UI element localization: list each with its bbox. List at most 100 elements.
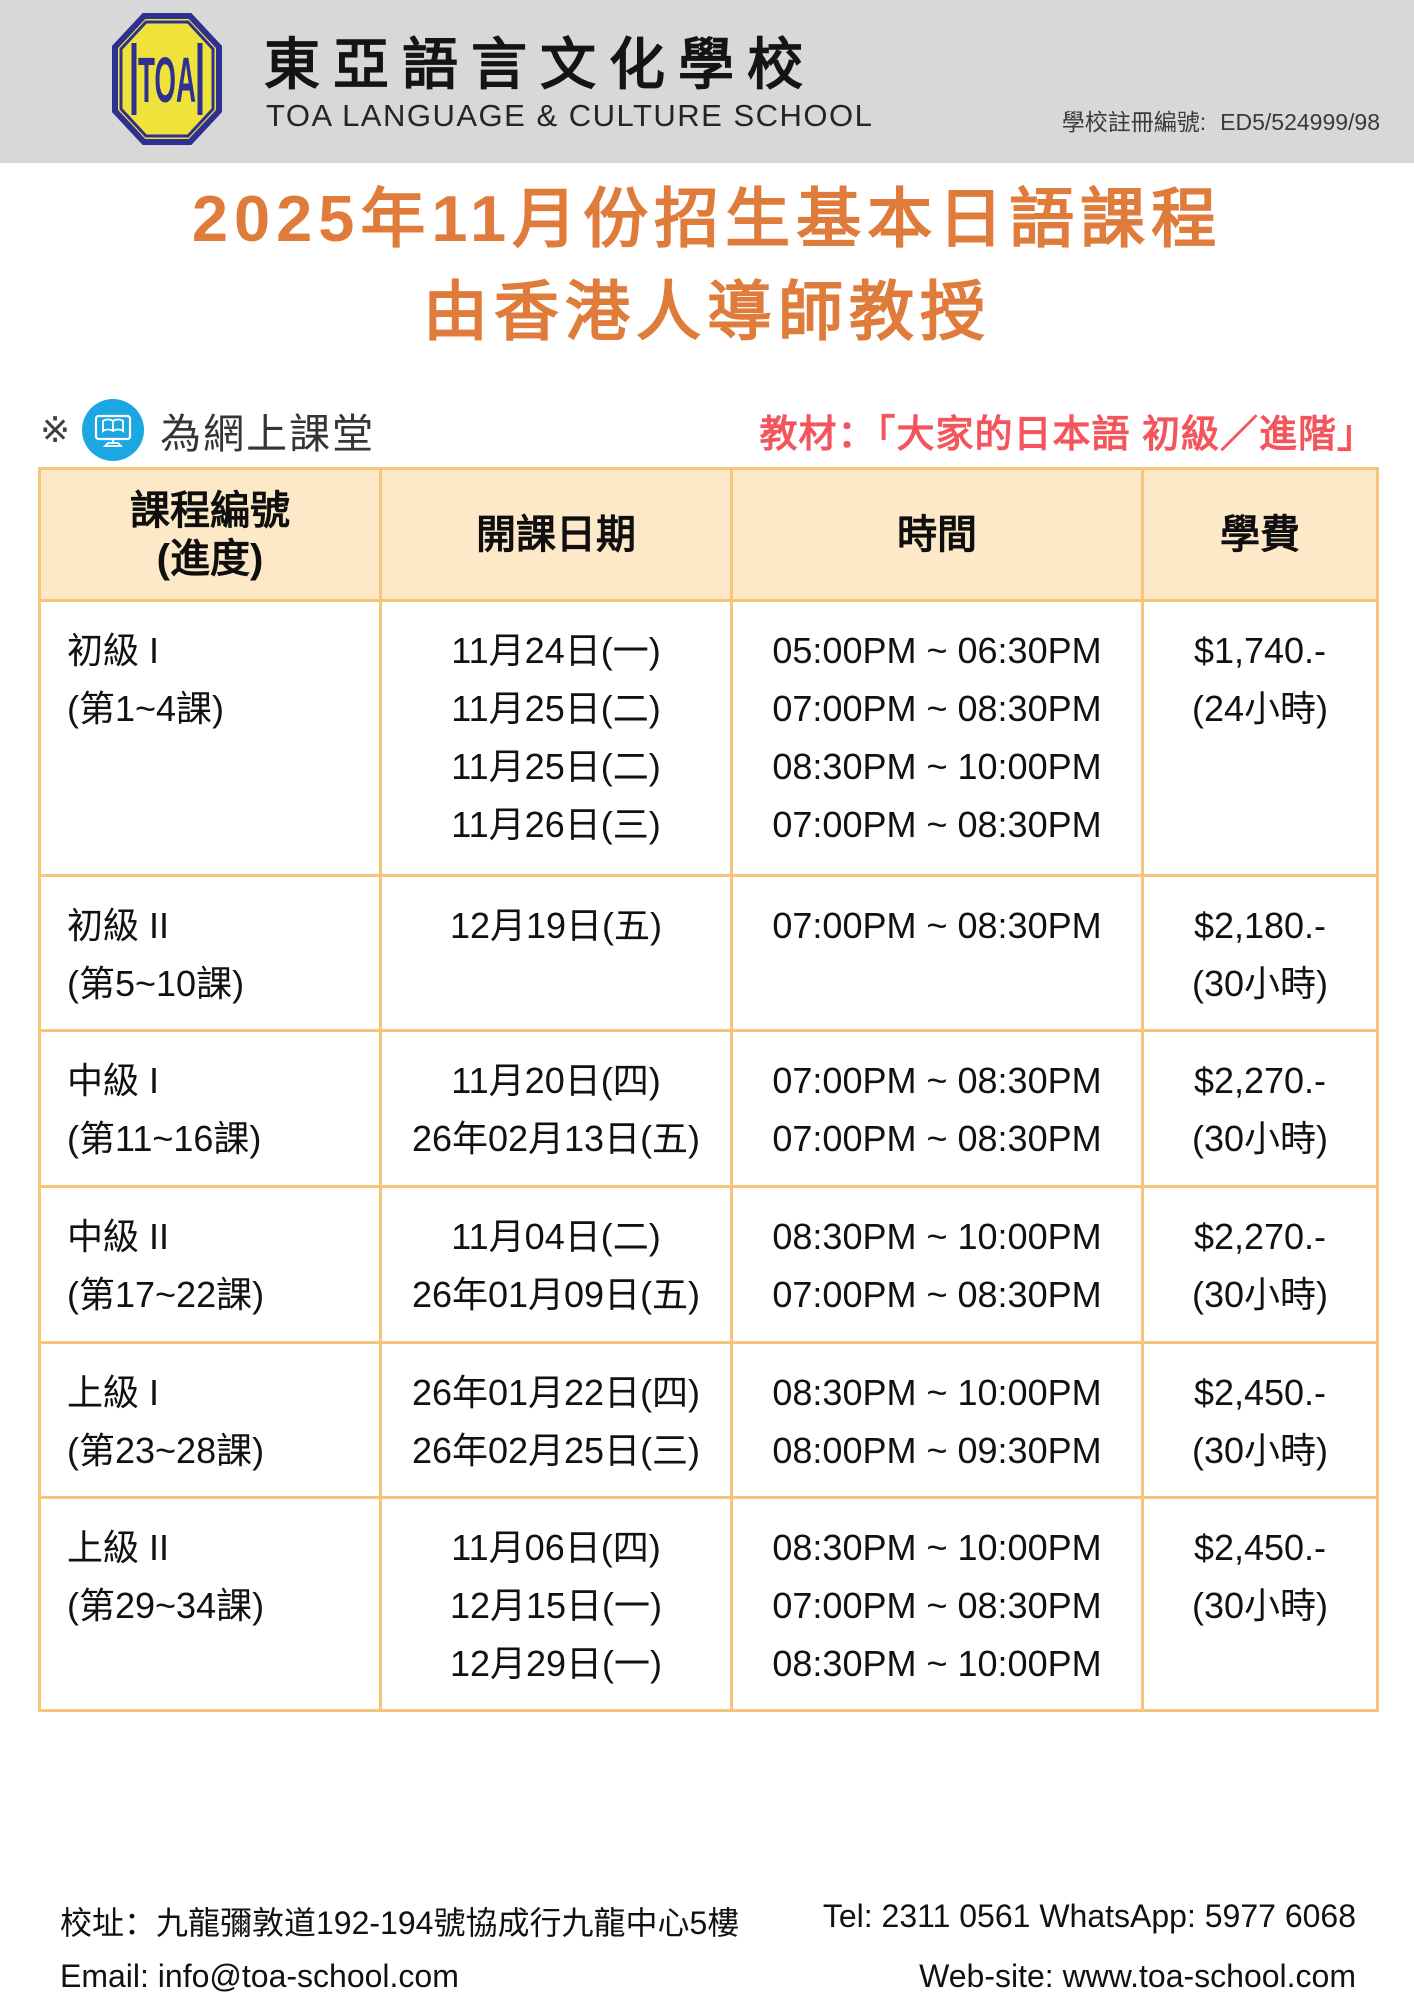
dates-cell: 12月19日(五) xyxy=(379,874,733,1032)
school-email: Email: info@toa-school.com xyxy=(60,1958,459,1994)
time-line: 07:00PM ~ 08:30PM xyxy=(772,1585,1102,1626)
course-lessons: (第11~16課) xyxy=(67,1118,262,1159)
time-line: 08:30PM ~ 10:00PM xyxy=(772,1643,1102,1684)
time-line: 07:00PM ~ 08:30PM xyxy=(772,1118,1102,1159)
course-name: 上級 I xyxy=(67,1372,160,1413)
fee-cell: $1,740.- (24小時) xyxy=(1141,599,1379,877)
course-cell: 上級 I (第23~28課) xyxy=(38,1341,382,1499)
course-table: 課程編號 (進度) 開課日期 時間 學費 初級 I (第1~4課) 11月24日… xyxy=(38,467,1379,1712)
fee-hours: (30小時) xyxy=(1191,1118,1329,1159)
logo-text: TOA xyxy=(138,44,196,116)
time-line: 08:00PM ~ 09:30PM xyxy=(772,1430,1102,1471)
date-line: 26年02月13日(五) xyxy=(411,1118,701,1159)
fee-amount: $1,740.- xyxy=(1193,630,1327,671)
dates-cell: 11月04日(二) 26年01月09日(五) xyxy=(379,1185,733,1344)
dates-cell: 11月20日(四) 26年02月13日(五) xyxy=(379,1029,733,1188)
times-cell: 05:00PM ~ 06:30PM 07:00PM ~ 08:30PM 08:3… xyxy=(730,599,1144,877)
poster-title: 2025年11月份招生基本日語課程 由香港人導師教授 xyxy=(0,172,1414,358)
course-lessons: (第17~22課) xyxy=(67,1274,265,1315)
course-cell: 中級 II (第17~22課) xyxy=(38,1185,382,1344)
course-name: 中級 II xyxy=(67,1216,170,1257)
time-line: 07:00PM ~ 08:30PM xyxy=(772,688,1102,729)
registration-number: 學校註冊編號: ED5/524999/98 xyxy=(1062,103,1380,137)
fee-hours: (30小時) xyxy=(1191,1430,1329,1471)
school-logo: TOA xyxy=(112,13,222,145)
online-class-note: ※ 為網上課堂 xyxy=(40,399,375,461)
registration-value: ED5/524999/98 xyxy=(1220,109,1380,135)
footer-line-1: 校址：九龍彌敦道192-194號協成行九龍中心5樓 Tel: 2311 0561… xyxy=(60,1898,1356,1944)
header-start-date: 開課日期 xyxy=(379,467,733,602)
course-lessons: (第1~4課) xyxy=(67,688,225,729)
table-row: 初級 I (第1~4課) 11月24日(一) 11月25日(二) 11月25日(… xyxy=(38,599,1379,877)
course-cell: 上級 II (第29~34課) xyxy=(38,1496,382,1712)
date-line: 26年01月22日(四) xyxy=(411,1372,701,1413)
footer-line-2: Email: info@toa-school.com Web-site: www… xyxy=(60,1958,1356,1995)
school-phone: Tel: 2311 0561 WhatsApp: 5977 6068 xyxy=(822,1898,1356,1934)
table-header-row: 課程編號 (進度) 開課日期 時間 學費 xyxy=(38,467,1379,602)
time-line: 05:00PM ~ 06:30PM xyxy=(772,630,1102,671)
textbook-note: 教材：「大家的日本語 初級／進階」 xyxy=(759,413,1376,456)
fee-cell: $2,450.- (30小時) xyxy=(1141,1341,1379,1499)
fee-hours: (30小時) xyxy=(1191,963,1329,1004)
time-line: 08:30PM ~ 10:00PM xyxy=(772,1216,1102,1257)
fee-cell: $2,450.- (30小時) xyxy=(1141,1496,1379,1712)
time-line: 07:00PM ~ 08:30PM xyxy=(772,905,1102,946)
date-line: 11月04日(二) xyxy=(451,1216,661,1257)
fee-hours: (24小時) xyxy=(1191,688,1329,729)
time-line: 07:00PM ~ 08:30PM xyxy=(772,804,1102,845)
registration-label: 學校註冊編號: xyxy=(1061,109,1207,135)
fee-hours: (30小時) xyxy=(1191,1585,1329,1626)
dates-cell: 26年01月22日(四) 26年02月25日(三) xyxy=(379,1341,733,1499)
header-course-code-line1: 課程編號 xyxy=(130,488,290,533)
table-row: 上級 I (第23~28課) 26年01月22日(四) 26年02月25日(三)… xyxy=(38,1341,1379,1499)
date-line: 11月25日(二) xyxy=(451,688,661,729)
times-cell: 08:30PM ~ 10:00PM 07:00PM ~ 08:30PM 08:3… xyxy=(730,1496,1144,1712)
header-fee: 學費 xyxy=(1141,467,1379,602)
dates-cell: 11月24日(一) 11月25日(二) 11月25日(二) 11月26日(三) xyxy=(379,599,733,877)
table-row: 初級 II (第5~10課) 12月19日(五) 07:00PM ~ 08:30… xyxy=(38,874,1379,1032)
date-line: 11月06日(四) xyxy=(451,1527,661,1568)
date-line: 26年02月25日(三) xyxy=(411,1430,701,1471)
online-class-icon xyxy=(82,399,145,461)
date-line: 12月19日(五) xyxy=(449,905,663,946)
course-cell: 中級 I (第11~16課) xyxy=(38,1029,382,1188)
course-lessons: (第5~10課) xyxy=(67,963,245,1004)
times-cell: 08:30PM ~ 10:00PM 08:00PM ~ 09:30PM xyxy=(730,1341,1144,1499)
fee-cell: $2,270.- (30小時) xyxy=(1141,1029,1379,1188)
course-lessons: (第29~34課) xyxy=(67,1585,265,1626)
course-cell: 初級 II (第5~10課) xyxy=(38,874,382,1032)
fee-hours: (30小時) xyxy=(1191,1274,1329,1315)
course-name: 上級 II xyxy=(67,1527,170,1568)
fee-cell: $2,270.- (30小時) xyxy=(1141,1185,1379,1344)
fee-amount: $2,270.- xyxy=(1193,1060,1327,1101)
header-time: 時間 xyxy=(730,467,1144,602)
header-band: TOA 東亞語言文化學校 TOA LANGUAGE & CULTURE SCHO… xyxy=(0,0,1414,163)
school-name-zh: 東亞語言文化學校 xyxy=(264,33,816,96)
table-row: 中級 II (第17~22課) 11月04日(二) 26年01月09日(五) 0… xyxy=(38,1185,1379,1344)
school-website: Web-site: www.toa-school.com xyxy=(919,1958,1356,1994)
time-line: 07:00PM ~ 08:30PM xyxy=(772,1060,1102,1101)
title-line-2: 由香港人導師教授 xyxy=(422,275,991,348)
header-course-code-line2: (進度) xyxy=(156,536,264,581)
school-name-en: TOA LANGUAGE & CULTURE SCHOOL xyxy=(266,98,874,133)
date-line: 11月25日(二) xyxy=(451,746,661,787)
times-cell: 07:00PM ~ 08:30PM 07:00PM ~ 08:30PM xyxy=(730,1029,1144,1188)
date-line: 12月15日(一) xyxy=(449,1585,663,1626)
fee-amount: $2,450.- xyxy=(1193,1527,1327,1568)
header-course-code: 課程編號 (進度) xyxy=(38,467,382,602)
note-row: ※ 為網上課堂 教材：「大家的日本語 初級／進階」 xyxy=(40,396,1376,464)
fee-amount: $2,270.- xyxy=(1193,1216,1327,1257)
date-line: 11月26日(三) xyxy=(451,804,661,845)
date-line: 11月20日(四) xyxy=(451,1060,661,1101)
reference-mark: ※ xyxy=(40,409,71,450)
time-line: 07:00PM ~ 08:30PM xyxy=(772,1274,1102,1315)
table-row: 上級 II (第29~34課) 11月06日(四) 12月15日(一) 12月2… xyxy=(38,1496,1379,1712)
times-cell: 08:30PM ~ 10:00PM 07:00PM ~ 08:30PM xyxy=(730,1185,1144,1344)
course-name: 中級 I xyxy=(67,1060,160,1101)
table-row: 中級 I (第11~16課) 11月20日(四) 26年02月13日(五) 07… xyxy=(38,1029,1379,1188)
fee-amount: $2,450.- xyxy=(1193,1372,1327,1413)
course-lessons: (第23~28課) xyxy=(67,1430,265,1471)
course-cell: 初級 I (第1~4課) xyxy=(38,599,382,877)
times-cell: 07:00PM ~ 08:30PM xyxy=(730,874,1144,1032)
